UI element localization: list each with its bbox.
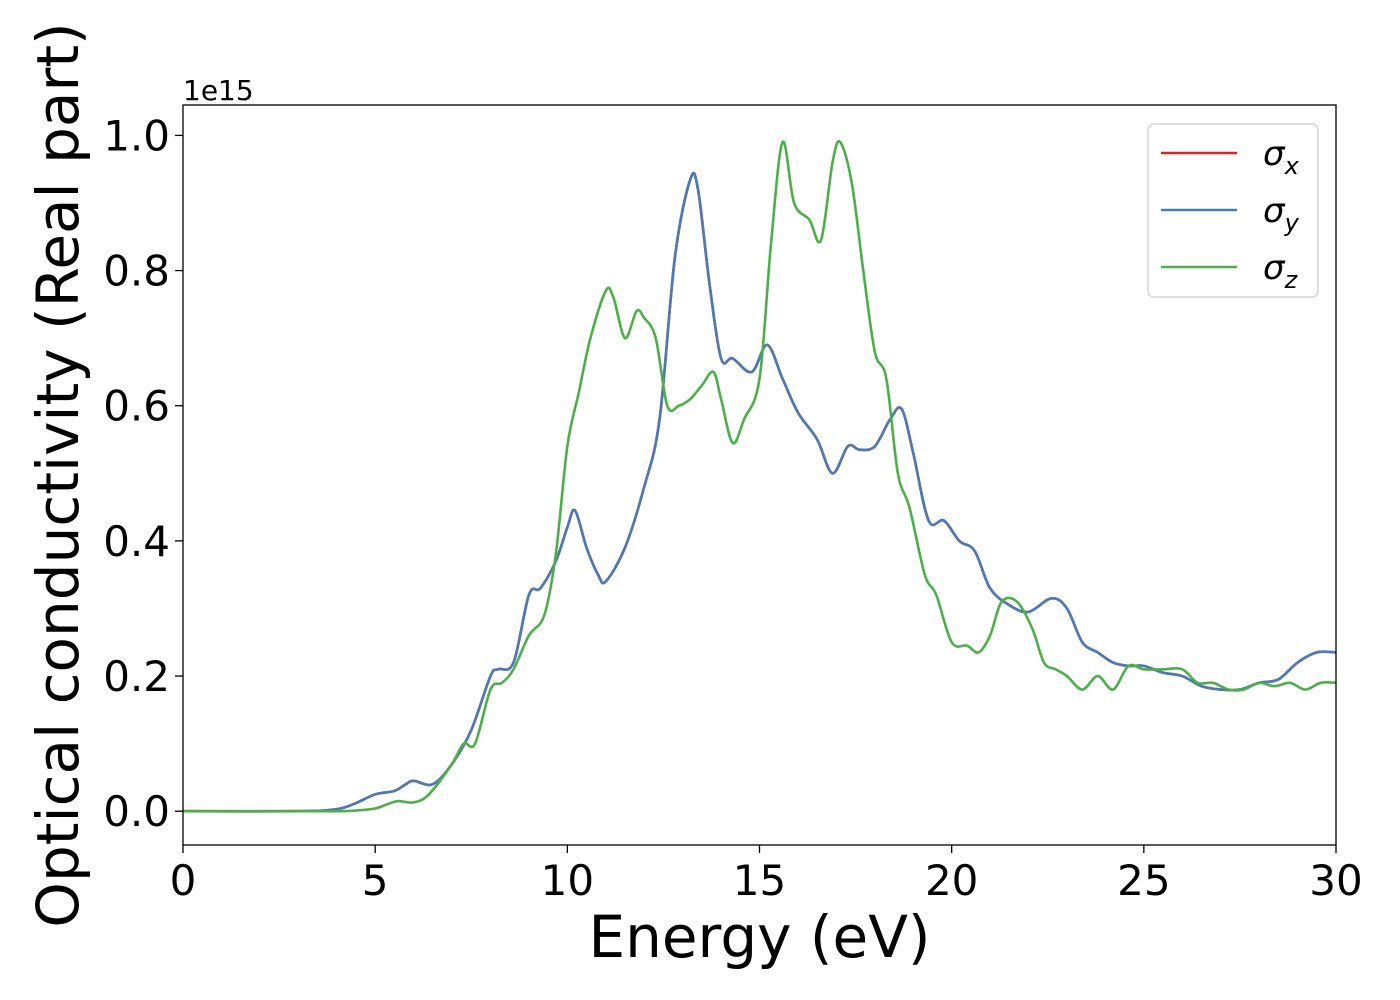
y-offset-label: 1e15	[183, 74, 254, 107]
y-tick-label: 0.2	[103, 652, 170, 701]
y-tick-label: 0.6	[103, 382, 170, 431]
y-axis-title: Optical conductivity (Real part)	[24, 22, 92, 927]
y-tick-label: 1.0	[103, 111, 170, 160]
x-tick-label: 15	[733, 856, 786, 905]
x-tick-label: 25	[1117, 856, 1170, 905]
y-tick-label: 0.4	[103, 517, 170, 566]
legend-label-sigma-x: σx	[1263, 134, 1300, 180]
x-axis-title: Energy (eV)	[588, 903, 930, 971]
x-tick-label: 20	[925, 856, 978, 905]
series-line-sigma-z	[183, 140, 1336, 813]
x-tick-label: 30	[1309, 856, 1362, 905]
x-tick-label: 0	[170, 856, 197, 905]
series-line-sigma-y	[183, 171, 1336, 813]
series-layer	[183, 140, 1336, 813]
ticks-layer: 0 5 10 15 20 25 30 0.0 0.2 0.4 0.6 0.8 1.0	[103, 111, 1363, 905]
y-tick-label: 0.8	[103, 247, 170, 296]
y-tick-label: 0.0	[103, 787, 170, 836]
x-tick-label: 10	[541, 856, 594, 905]
x-tick-label: 5	[362, 856, 389, 905]
